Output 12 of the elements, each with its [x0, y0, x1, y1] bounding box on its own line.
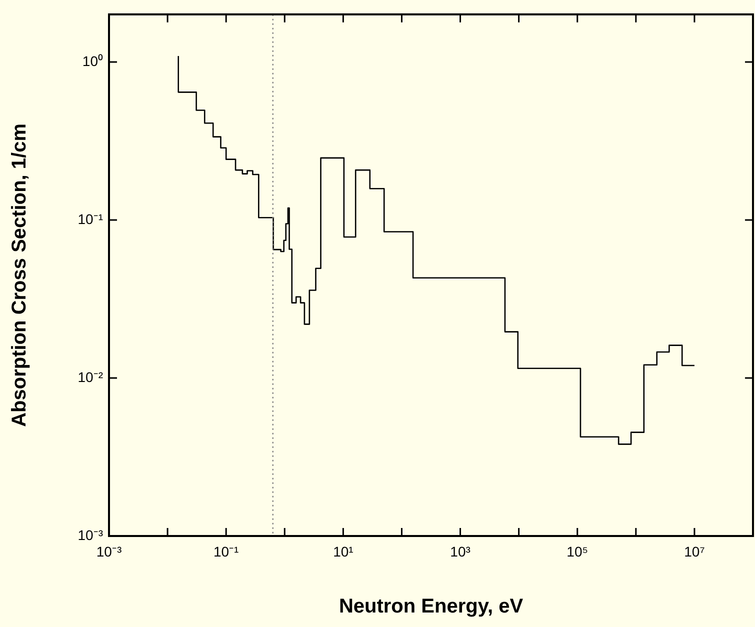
y-axis-title: Absorption Cross Section, 1/cm	[8, 124, 31, 427]
x-axis-title: Neutron Energy, eV	[338, 596, 524, 618]
y-tick-label: 10⁰	[82, 52, 103, 69]
x-tick-label: 10⁻¹	[213, 543, 240, 560]
y-tick-label: 10⁻¹	[78, 210, 104, 227]
x-tick-label: 10⁻³	[96, 543, 122, 560]
y-tick-label: 10⁻²	[78, 368, 104, 385]
x-tick-label: 10¹	[333, 543, 354, 560]
y-tick-label: 10⁻³	[78, 526, 104, 543]
x-tick-label: 10⁵	[566, 543, 588, 560]
x-tick-label: 10³	[450, 543, 471, 560]
x-tick-label: 10⁷	[684, 543, 705, 560]
